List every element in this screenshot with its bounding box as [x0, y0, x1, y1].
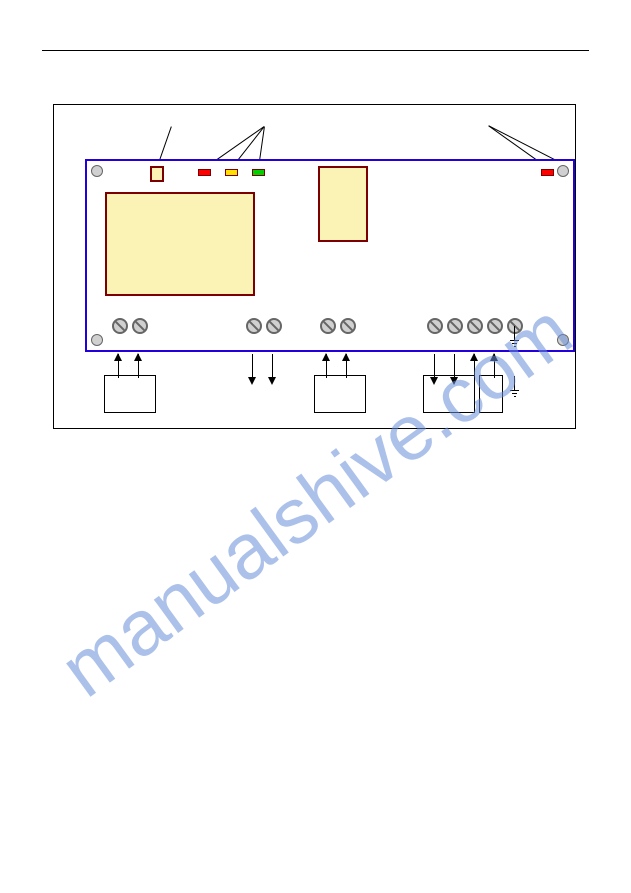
ground-symbol-1 — [510, 376, 520, 398]
j4-screw-1 — [447, 318, 463, 334]
j4-screw-2 — [467, 318, 483, 334]
mount-hole-1 — [557, 165, 569, 177]
mount-hole-3 — [557, 334, 569, 346]
led-red-left — [198, 169, 211, 176]
mount-hole-0 — [91, 165, 103, 177]
j1-screw-0 — [112, 318, 128, 334]
trimmer — [150, 166, 164, 182]
led-red-right — [541, 169, 554, 176]
mount-hole-2 — [91, 334, 103, 346]
conn-j3 — [314, 375, 366, 413]
conn-j1 — [104, 375, 156, 413]
j4-screw-3 — [487, 318, 503, 334]
relay-large — [105, 192, 255, 296]
led-green — [252, 169, 265, 176]
j1-screw-1 — [132, 318, 148, 334]
j3-screw-1 — [340, 318, 356, 334]
conn-j4b — [479, 375, 503, 413]
j2-screw-0 — [246, 318, 262, 334]
ground-symbol-0 — [510, 326, 520, 348]
top-rule — [42, 50, 589, 51]
j4-screw-0 — [427, 318, 443, 334]
led-yellow — [225, 169, 238, 176]
j2-screw-1 — [266, 318, 282, 334]
relay-small — [318, 166, 368, 242]
j3-screw-0 — [320, 318, 336, 334]
